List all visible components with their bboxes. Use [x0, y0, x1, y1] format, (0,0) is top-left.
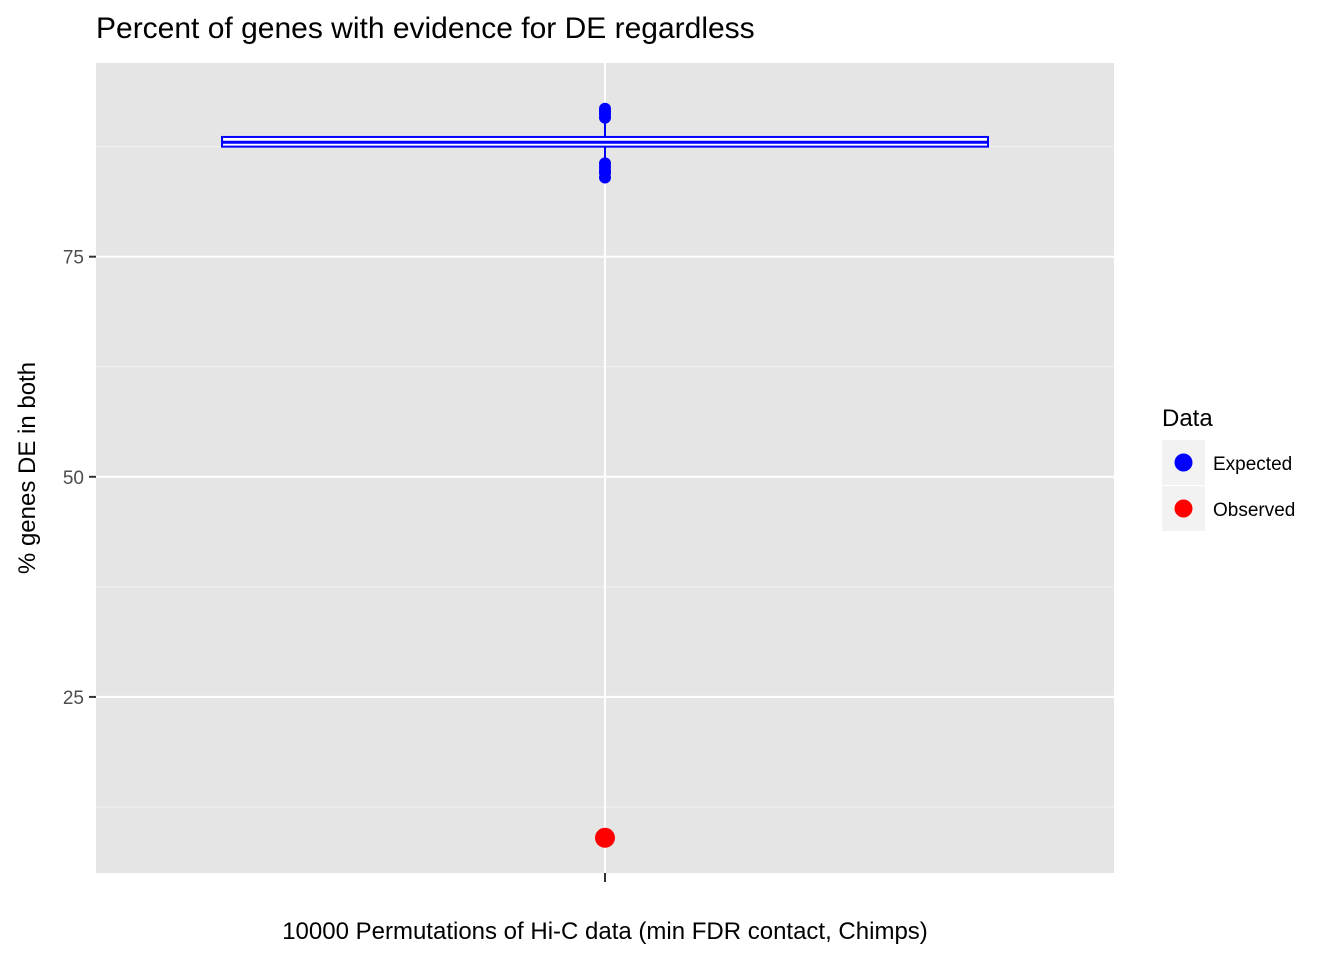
chart-marks: [221, 102, 989, 848]
legend: Data Expected Observed: [1162, 405, 1295, 531]
legend-label: Expected: [1213, 454, 1292, 475]
observed-point: [595, 827, 615, 848]
y-axis-title: % genes DE in both: [14, 362, 41, 574]
legend-key-dot: [1174, 499, 1193, 518]
y-tick-label: 75: [63, 248, 84, 269]
y-tick-label: 25: [63, 688, 84, 709]
y-tick-label: 50: [63, 468, 84, 489]
major-gridlines: [96, 63, 1114, 873]
y-axis: 25 50 75: [63, 248, 96, 709]
x-axis-title: 10000 Permutations of Hi-C data (min FDR…: [282, 918, 928, 945]
legend-title: Data: [1162, 405, 1213, 432]
chart-title: Percent of genes with evidence for DE re…: [96, 12, 755, 45]
legend-key-dot: [1174, 453, 1193, 472]
legend-label: Observed: [1213, 500, 1295, 521]
expected-outlier-point: [599, 111, 611, 124]
expected-outlier-point: [599, 171, 611, 184]
